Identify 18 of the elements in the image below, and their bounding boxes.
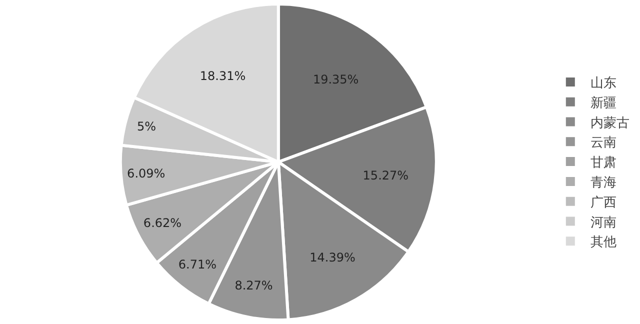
legend-label: 甘肃 — [590, 156, 616, 171]
data-label: 6.09% — [127, 166, 166, 180]
legend-label: 其他 — [590, 235, 616, 250]
legend-label: 新疆 — [590, 96, 616, 111]
data-label: 6.71% — [178, 258, 217, 272]
data-label: 19.35% — [312, 72, 359, 86]
data-label: 15.27% — [362, 168, 409, 182]
data-label: 8.27% — [234, 278, 273, 292]
legend-label: 云南 — [590, 136, 616, 151]
data-label: 18.31% — [200, 69, 246, 84]
data-label: 6.62% — [143, 216, 182, 230]
legend-label: 广西 — [590, 195, 616, 210]
data-label: 5% — [136, 119, 156, 134]
legend-label: 山东 — [590, 76, 616, 92]
legend-label: 青海 — [590, 176, 616, 191]
legend-label: 河南 — [590, 215, 616, 230]
data-label: 14.39% — [310, 250, 356, 265]
legend-label: 内蒙古 — [590, 116, 630, 131]
